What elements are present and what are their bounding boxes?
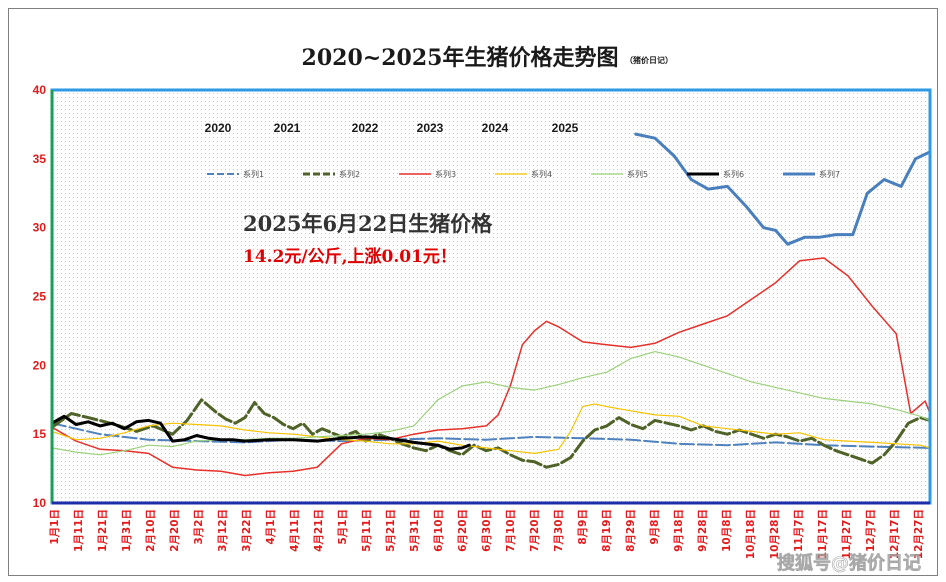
series-line-2 (50, 398, 932, 469)
x-tick-label: 8月29日 (625, 509, 637, 552)
x-tick-label: 1月1日 (49, 509, 61, 545)
x-tick-label: 1月11日 (73, 509, 85, 552)
series-line-5 (51, 351, 931, 456)
x-tick-label: 1月31日 (121, 509, 133, 552)
x-tick-label: 4月21日 (313, 509, 325, 552)
y-tick-label: 40 (33, 83, 47, 97)
legend-label-4: 系列4 (531, 169, 552, 179)
legend-label-6: 系列6 (723, 169, 744, 179)
x-tick-label: 3月2日 (193, 509, 205, 545)
series-line-7 (634, 132, 932, 246)
y-tick-label: 20 (33, 358, 47, 372)
chart-subtitle: （猪价日记） (625, 55, 673, 65)
x-tick-label: 3月22日 (241, 509, 253, 552)
x-tick-label: 9月28日 (697, 509, 709, 552)
x-tick-label: 10月8日 (721, 509, 733, 552)
x-tick-label: 11月17日 (817, 509, 829, 559)
year-label-2021: 2021 (274, 121, 301, 135)
series-line-4 (51, 403, 931, 454)
x-tick-label: 5月1日 (337, 509, 349, 545)
x-tick-label: 1月21日 (97, 509, 109, 552)
series-line-6 (50, 414, 471, 451)
x-tick-label: 10月28日 (769, 509, 781, 559)
annotation-detail: 14.2元/公斤,上涨0.01元！ (243, 247, 457, 267)
series-line-3 (51, 257, 931, 477)
x-tick-label: 2月20日 (169, 509, 181, 552)
legend-label-1: 系列1 (243, 169, 264, 179)
x-tick-label: 6月30日 (481, 509, 493, 552)
legend-label-2: 系列2 (339, 169, 360, 179)
year-label-2025: 2025 (552, 121, 579, 135)
watermark: 搜狐号@猪价日记 (777, 552, 921, 574)
x-tick-label: 12月17日 (889, 509, 901, 559)
legend-label-3: 系列3 (435, 169, 456, 179)
x-tick-label: 11月27日 (841, 509, 853, 559)
y-tick-label: 25 (33, 290, 47, 304)
x-tick-label: 12月7日 (865, 509, 877, 552)
chart-title: 2020~2025年生猪价格走势图 (302, 45, 619, 71)
legend-label-5: 系列5 (627, 169, 648, 179)
x-tick-label: 11月7日 (793, 509, 805, 552)
x-tick-label: 7月10日 (505, 509, 517, 552)
x-tick-label: 8月19日 (601, 509, 613, 552)
y-tick-label: 15 (33, 427, 47, 441)
x-tick-label: 8月9日 (577, 509, 589, 545)
x-tick-label: 4月1日 (265, 509, 277, 545)
year-label-2024: 2024 (482, 121, 509, 135)
x-tick-label: 7月30日 (553, 509, 565, 552)
x-tick-label: 9月8日 (649, 509, 661, 545)
chart-frame: 10 15 20 25 30 35 40 1月1日 1月11日 1月21日 1月31日 2月10日 2… (8, 8, 938, 576)
x-tick-label: 6月20日 (457, 509, 469, 552)
x-tick-label: 2月10日 (145, 509, 157, 552)
x-tick-label: 5月21日 (385, 509, 397, 552)
legend-label-7: 系列7 (819, 169, 840, 179)
x-tick-label: 3月12日 (217, 509, 229, 552)
year-label-2020: 2020 (205, 121, 232, 135)
x-tick-label: 5月31日 (409, 509, 421, 552)
y-tick-label: 35 (33, 152, 47, 166)
x-tick-label: 6月10日 (433, 509, 445, 552)
x-tick-label: 7月20日 (529, 509, 541, 552)
annotation-headline: 2025年6月22日生猪价格 (243, 211, 493, 236)
year-label-2022: 2022 (352, 121, 379, 135)
x-tick-label: 4月11日 (289, 509, 301, 552)
y-tick-label: 30 (33, 221, 47, 235)
x-tick-label: 10月18日 (745, 509, 757, 559)
y-tick-label: 10 (33, 496, 47, 510)
year-label-2023: 2023 (417, 121, 444, 135)
x-tick-label: 5月11日 (361, 509, 373, 552)
x-tick-label: 12月27日 (913, 509, 925, 559)
x-tick-label: 9月18日 (673, 509, 685, 552)
